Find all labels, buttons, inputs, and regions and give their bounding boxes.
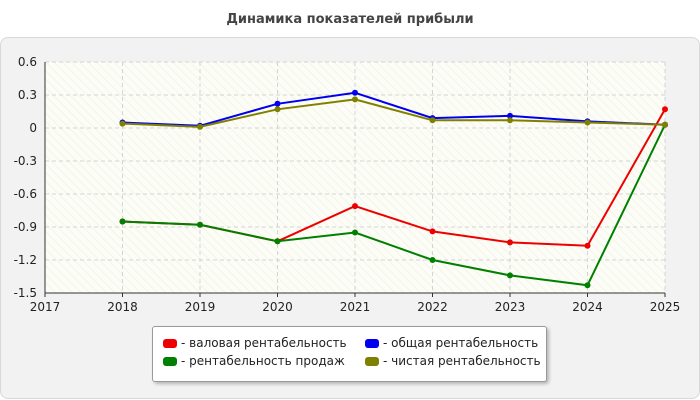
data-point [507, 117, 513, 124]
series-lines [119, 89, 668, 289]
data-point [274, 238, 281, 245]
data-point [352, 229, 358, 236]
data-point [119, 120, 126, 127]
data-point [352, 96, 358, 103]
data-point [352, 203, 358, 210]
legend-swatch [163, 338, 177, 348]
y-tick-label: -0.9 [14, 220, 37, 234]
legend-item: - валовая рентабельность [163, 336, 347, 350]
legend-swatch [365, 338, 379, 348]
data-point [429, 257, 436, 263]
x-tick-label: 2021 [340, 300, 371, 314]
data-point [662, 106, 668, 113]
x-tick-label: 2019 [185, 300, 216, 314]
legend-item: - рентабельность продаж [163, 354, 345, 368]
y-tick-label: 0 [29, 121, 37, 135]
y-tick-label: 0.3 [18, 88, 37, 102]
series-line [122, 91, 666, 127]
y-tick-label: -1.5 [14, 286, 37, 300]
data-point [429, 228, 436, 235]
data-point [584, 119, 591, 126]
x-tick-label: 2020 [262, 300, 293, 314]
chart-title: Динамика показателей прибыли [226, 12, 474, 27]
x-tick-label: 2024 [572, 300, 603, 314]
data-point [584, 242, 591, 249]
x-tick-label: 2017 [30, 300, 61, 314]
legend-label: - чистая рентабельность [383, 354, 541, 368]
data-point [119, 218, 126, 225]
legend-item: - общая рентабельность [365, 336, 538, 350]
data-point [429, 117, 436, 124]
series-line [122, 124, 666, 287]
data-point [197, 123, 203, 130]
data-point [507, 112, 513, 119]
y-tick-label: -1.2 [14, 253, 37, 267]
y-tick-label: -0.6 [14, 187, 37, 201]
legend-swatch [163, 356, 177, 366]
x-tick-label: 2018 [107, 300, 138, 314]
legend-swatch [365, 356, 379, 366]
data-point [662, 121, 668, 128]
data-point [507, 239, 513, 246]
legend-label: - общая рентабельность [383, 336, 539, 350]
x-tick-label: 2025 [650, 300, 681, 314]
data-point [197, 221, 203, 228]
legend-item: - чистая рентабельность [365, 354, 541, 368]
legend-label: - валовая рентабельность [181, 336, 347, 350]
data-point [274, 100, 281, 107]
data-point [352, 89, 358, 96]
data-point [274, 106, 281, 113]
y-tick-label: -0.3 [14, 154, 37, 168]
x-tick-label: 2022 [417, 300, 448, 314]
series-line [122, 98, 666, 128]
data-point [507, 272, 513, 279]
legend-label: - рентабельность продаж [181, 354, 345, 368]
legend: - валовая рентабельность - общая рентабе… [152, 326, 547, 382]
axes [44, 62, 666, 297]
data-point [584, 282, 591, 289]
grid-lines [45, 61, 666, 293]
y-tick-label: 0.6 [18, 55, 37, 69]
x-tick-label: 2023 [495, 300, 526, 314]
